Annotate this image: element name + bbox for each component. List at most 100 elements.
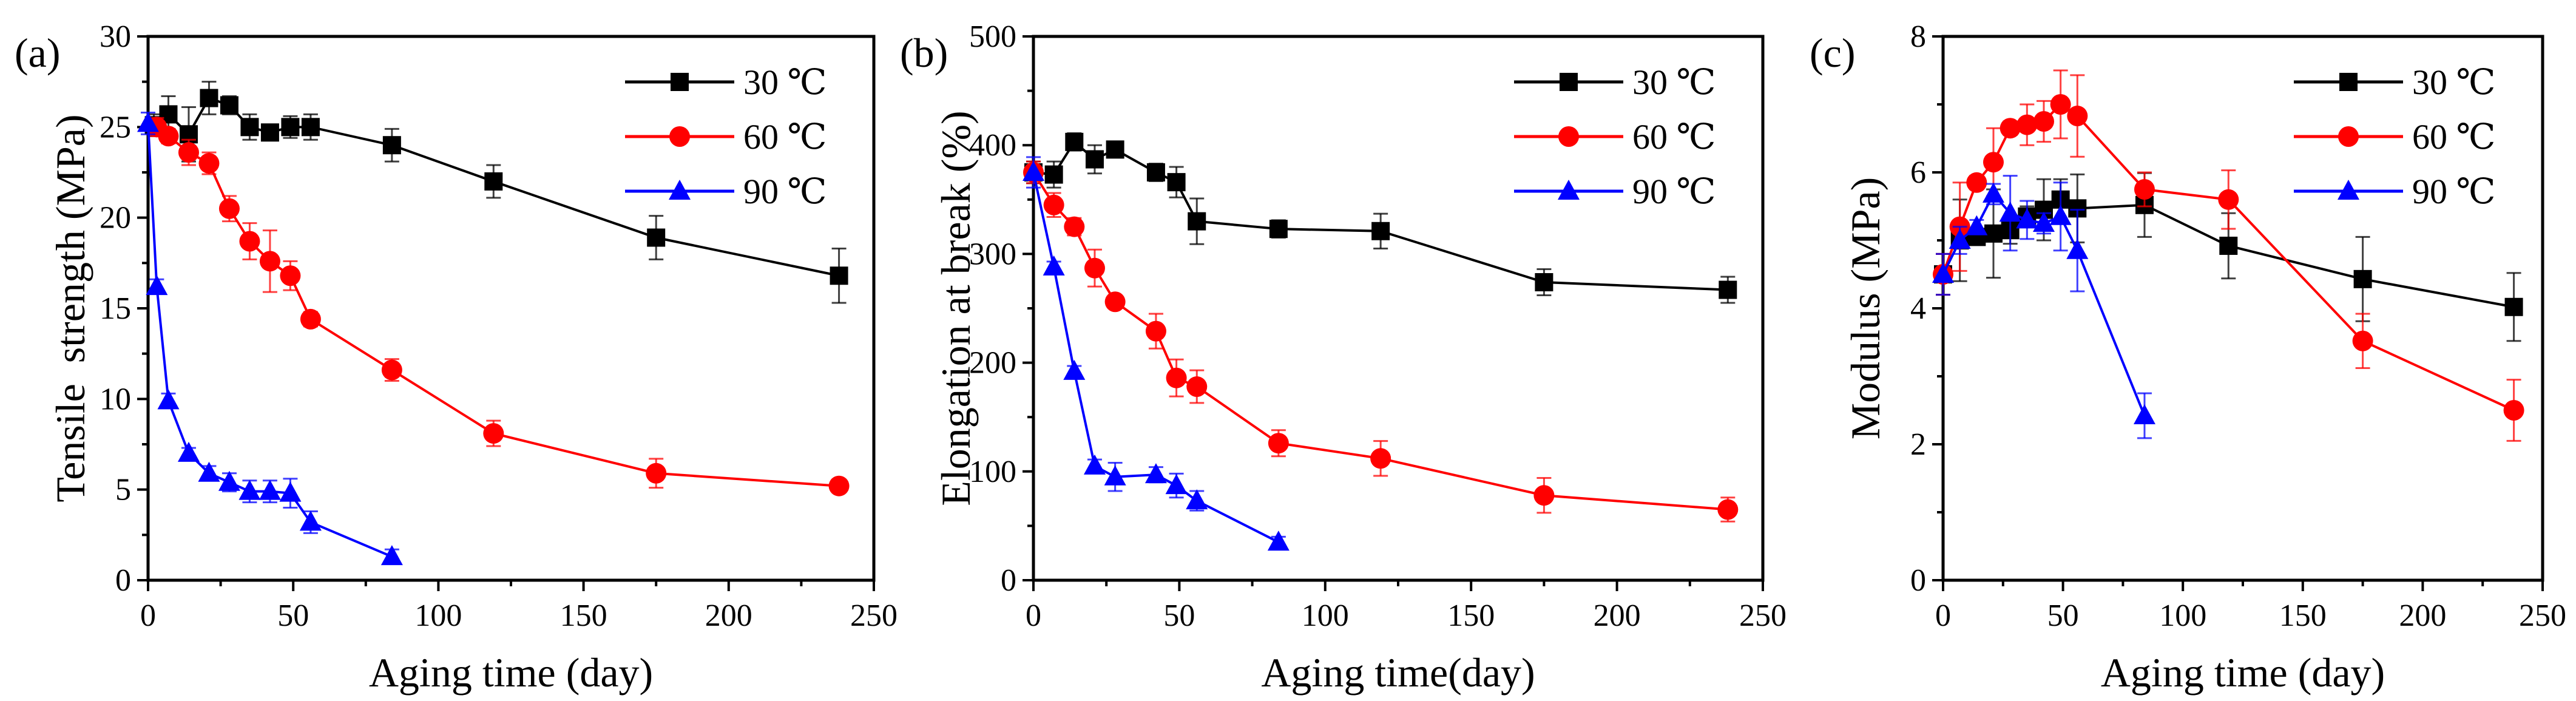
data-point <box>200 89 218 107</box>
data-point <box>2134 179 2155 200</box>
data-point <box>218 198 240 219</box>
x-tick-label: 0 <box>1026 598 1041 633</box>
legend-entry: 90 ℃ <box>1514 172 1716 211</box>
data-point <box>1065 132 1084 151</box>
data-point <box>2219 236 2238 255</box>
y-tick-label: 25 <box>100 110 131 144</box>
y-tick-label: 0 <box>115 563 131 598</box>
data-point <box>2050 94 2071 115</box>
legend-marker <box>1558 180 1580 200</box>
legend-marker <box>671 73 689 91</box>
legend-label: 30 ℃ <box>743 63 827 102</box>
data-point <box>279 481 302 502</box>
data-point <box>2067 106 2088 127</box>
data-point <box>2352 330 2373 351</box>
data-point <box>146 275 168 296</box>
data-point <box>1982 182 2004 203</box>
data-point <box>2000 118 2021 139</box>
panel-b: 0 50 100 150 200 250 0 100 200 300 400 500 (b) Aging … <box>900 19 1787 696</box>
y-axis-title: Tensile strength (MPa) <box>47 114 93 502</box>
series-90c <box>1023 156 1290 551</box>
data-point <box>1966 172 1987 193</box>
y-tick-label: 8 <box>1910 19 1926 54</box>
legend-marker <box>1560 73 1578 91</box>
x-tick-label: 50 <box>2047 598 2079 633</box>
data-point <box>1267 530 1290 551</box>
x-tick-label: 0 <box>1935 598 1951 633</box>
data-point <box>280 265 301 286</box>
data-point <box>2353 269 2372 288</box>
x-tick-label: 250 <box>850 598 898 633</box>
y-tick-label: 200 <box>969 346 1016 381</box>
series-60c <box>1933 69 2524 442</box>
data-point <box>1085 150 1104 169</box>
data-point <box>2033 111 2054 132</box>
data-point <box>240 118 259 137</box>
panel-label: (a) <box>15 30 60 76</box>
legend-entry: 90 ℃ <box>2294 172 2495 211</box>
data-point <box>2032 212 2055 232</box>
data-point <box>259 251 280 272</box>
data-point <box>1167 173 1186 192</box>
y-tick-label: 10 <box>100 382 131 416</box>
x-tick-label: 250 <box>2519 598 2566 633</box>
data-point <box>1269 220 1288 239</box>
data-point <box>301 118 320 137</box>
data-point <box>830 266 848 285</box>
data-point <box>1084 257 1105 279</box>
x-tick-label: 200 <box>1594 598 1641 633</box>
data-point <box>1186 489 1208 510</box>
data-point <box>2049 205 2072 225</box>
data-point <box>177 441 200 462</box>
data-point <box>1083 454 1106 475</box>
data-point <box>1999 201 2021 222</box>
x-tick-label: 250 <box>1739 598 1787 633</box>
y-tick-label: 100 <box>969 455 1016 489</box>
legend-marker <box>669 180 691 200</box>
data-point <box>1535 273 1553 291</box>
y-tick-label: 500 <box>969 19 1016 54</box>
data-point <box>1949 229 1971 249</box>
data-point <box>1145 320 1166 342</box>
data-point <box>483 423 504 444</box>
legend-marker <box>2338 180 2359 200</box>
x-tick-label: 100 <box>1302 598 1349 633</box>
x-tick-label: 200 <box>705 598 752 633</box>
x-tick-label: 100 <box>2159 598 2206 633</box>
panel-label: (b) <box>900 30 948 76</box>
legend-entry: 60 ℃ <box>1514 117 1716 157</box>
data-point <box>2066 239 2089 259</box>
y-tick-label: 2 <box>1910 427 1926 462</box>
panel-c: 0 50 100 150 200 250 0 2 4 6 8 (c) Aging time (day) M… <box>1810 19 2566 696</box>
data-point <box>2504 297 2523 316</box>
data-point <box>1144 463 1167 484</box>
data-point <box>1984 224 2003 243</box>
x-tick-label: 150 <box>2279 598 2327 633</box>
legend-marker <box>2338 126 2359 147</box>
data-point <box>1043 255 1065 276</box>
y-tick-label: 0 <box>1910 563 1926 598</box>
data-point <box>198 153 220 174</box>
legend-marker <box>1558 126 1579 147</box>
x-tick-label: 150 <box>1447 598 1495 633</box>
data-point <box>299 510 322 531</box>
data-point <box>2218 189 2239 210</box>
x-tick-label: 100 <box>414 598 462 633</box>
series-30c <box>144 81 848 304</box>
data-point <box>1043 194 1064 215</box>
legend-marker <box>669 126 690 147</box>
data-point <box>137 112 159 132</box>
data-point <box>158 126 179 147</box>
y-axis-title: Modulus (MPa) <box>1842 177 1888 440</box>
x-axis-title: Aging time(day) <box>1261 649 1535 696</box>
legend-label: 30 ℃ <box>2412 63 2495 102</box>
x-tick-label: 200 <box>2399 598 2446 633</box>
data-point <box>382 136 401 155</box>
legend-entry: 60 ℃ <box>625 117 827 157</box>
data-point <box>1717 499 1739 520</box>
data-point <box>1186 376 1208 398</box>
data-point <box>157 389 180 410</box>
data-point <box>1966 215 1988 235</box>
